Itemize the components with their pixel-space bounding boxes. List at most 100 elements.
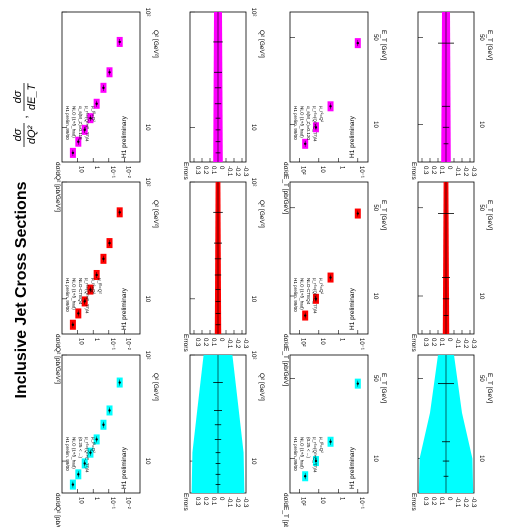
value-tick-label-group: 0.3: [422, 338, 428, 347]
x-axis-label: Q² [GeV²]: [152, 30, 159, 58]
annotation-text: H1 preliminary: [349, 446, 356, 489]
formula-q2-denominator: dQ²: [26, 125, 38, 144]
axis-tick-label: 50: [478, 34, 484, 41]
axis-tick-label: 10: [478, 121, 484, 128]
y-axis-label-group: Errors: [182, 493, 189, 511]
value-tick-label: 10²: [299, 497, 305, 506]
y-axis-label-group: dσ/dE_T [pb/GeV]: [282, 162, 289, 215]
annotation-text: H1 preliminary: [121, 446, 128, 489]
annotation-text: H1 preliminary: [349, 115, 356, 158]
panel-err-et-red: 0.3 0.2 0.1 0 -0.1 -0.2 -0.3 10 50 E_T [GeV] Error…: [410, 181, 493, 352]
axis-tick-label-group: 10²: [250, 178, 256, 187]
panel-err-q2-cyan: 0.3 0.2 0.1 0 -0.1 -0.2 -0.3 10 10² Q² [GeV²] Erro…: [182, 351, 265, 512]
legend-group: H1 prelim. 99/00 NLO (1+δ_had) (0.25 < ...…: [293, 437, 324, 473]
value-tick-label: 0: [218, 497, 224, 501]
axis-tick-label: 50: [372, 204, 378, 211]
legend-entry: μ_r²=Q²: [91, 278, 96, 295]
value-tick-label-group: 1: [93, 338, 99, 342]
legend-entry: μ_f²=Q²: [319, 437, 324, 453]
legend-entry: H1 prelim. 99/00: [65, 106, 70, 140]
y-axis-label-group: Errors: [182, 162, 189, 180]
panel-cs-q2-cyan: 10⁻² 10⁻¹ 1 10 10 10² Q² [GeV²] dσ/dQ² [pb/GeV²…: [54, 351, 159, 527]
value-tick-label-group: 10²: [299, 338, 305, 347]
value-tick-label-group: 0.1: [210, 166, 216, 175]
legend-entry: μ_r²=(Q²+E_T²)/4: [313, 437, 318, 473]
value-tick-label-group: 10⁻²: [124, 166, 130, 178]
value-tick-label-group: 0.1: [210, 497, 216, 506]
axis-tick-label: 10²: [144, 8, 150, 17]
x-axis-label-group: E_T [GeV]: [486, 373, 493, 403]
legend-entry: α_s(M_Z)=0.118: [78, 106, 83, 140]
value-tick-label-group: -0.1: [454, 338, 460, 349]
value-tick-label: 0.3: [194, 338, 200, 347]
value-tick-label: 1: [338, 497, 344, 501]
axis-tick-label-group: 10: [372, 293, 378, 300]
formula-separator: ,: [18, 115, 30, 118]
axis-tick-label-group: 50: [372, 204, 378, 211]
value-tick-label-group: 10⁻¹: [109, 497, 115, 509]
axis-tick-label-group: 10: [250, 295, 256, 302]
legend-entry: μ_f²=Q²: [91, 437, 96, 453]
y-axis-label: Errors: [182, 493, 189, 511]
x-axis-label-group: E_T [GeV]: [380, 30, 387, 60]
value-tick-label: -0.1: [226, 338, 232, 349]
axis-tick-label-group: 50: [478, 375, 484, 382]
axis-tick-label-group: 50: [478, 34, 484, 41]
axis-tick-label: 10: [372, 293, 378, 300]
value-tick-label: 0.1: [210, 166, 216, 175]
axis-tick-label-group: 10: [372, 455, 378, 462]
y-axis-label: Errors: [410, 493, 417, 511]
legend-entry: H1 prelim. 99/00: [293, 106, 298, 140]
value-tick-label-group: 0.2: [202, 338, 208, 347]
value-tick-label: 10: [319, 166, 325, 173]
panel-err-q2-magenta: 0.3 0.2 0.1 0 -0.1 -0.2 -0.3 10 10² Q² [GeV²] Erro…: [182, 8, 265, 181]
value-tick-label: 0.1: [210, 338, 216, 347]
x-axis-label-group: Q² [GeV²]: [152, 30, 159, 58]
value-tick-label: 10⁻²: [124, 497, 130, 509]
x-axis-label: Q² [GeV²]: [152, 200, 159, 228]
value-tick-label: -0.3: [470, 497, 476, 508]
value-tick-label-group: 0.3: [422, 497, 428, 506]
legend-entry: μ_r²=(Q²+E_T²)/4: [313, 278, 318, 314]
axis-tick-label-group: 10²: [144, 178, 150, 187]
axis-tick-label-group: 10²: [250, 351, 256, 360]
value-tick-label-group: -0.2: [234, 338, 240, 349]
legend-entry: μ_f²=Q²: [98, 278, 103, 294]
axis-tick-label-group: 10: [478, 121, 484, 128]
y-axis-label-group: dσ/dQ² [pb/GeV²]: [54, 493, 61, 527]
value-tick-label-group: 0.2: [202, 166, 208, 175]
x-axis-label: E_T [GeV]: [380, 200, 387, 230]
value-tick-label: 0.1: [438, 166, 444, 175]
value-tick-label: 10⁻²: [124, 166, 130, 178]
y-axis-label: dσ/dQ² [pb/GeV²]: [54, 493, 61, 527]
value-tick-label: 1: [338, 166, 344, 170]
value-tick-label-group: 0.3: [194, 497, 200, 506]
panel-cs-et-cyan: 10⁻¹ 1 10 10² 10 50 E_T [GeV] dσ/dE_T [pb/GeV] H…: [282, 354, 387, 527]
legend-entry: μ_r²=(Q²+E_T²)/4: [85, 106, 90, 142]
value-tick-label: -0.3: [470, 338, 476, 349]
value-tick-label: 10⁻²: [124, 338, 130, 350]
panel-frame: [289, 11, 369, 163]
x-axis-label-group: Q² [GeV²]: [258, 200, 265, 228]
annotation-group: H1 preliminary: [121, 446, 128, 489]
axis-tick-label: 10²: [250, 178, 256, 187]
panel-err-et-magenta: 0.3 0.2 0.1 0 -0.1 -0.2 -0.3 10 50 E_T [GeV] Error…: [410, 11, 493, 180]
value-tick-label-group: 10: [319, 338, 325, 345]
legend-entry: (0.25 < ...): [306, 437, 311, 459]
axis-tick-label: 10: [372, 455, 378, 462]
axis-tick-label: 50: [372, 34, 378, 41]
value-tick-label: 0.2: [202, 166, 208, 175]
value-tick-label: 10²: [299, 166, 305, 175]
y-axis-label: Errors: [410, 334, 417, 352]
annotation-group: H1 preliminary: [121, 115, 128, 158]
axis-tick-label: 10: [144, 458, 150, 465]
value-tick-label: 0: [446, 338, 452, 342]
value-tick-label-group: 10²: [299, 166, 305, 175]
axis-tick-label: 10: [250, 295, 256, 302]
value-tick-label: 0: [218, 166, 224, 170]
annotation-group: H1 preliminary: [349, 446, 356, 489]
axis-tick-label: 10: [372, 121, 378, 128]
value-tick-label-group: 10: [319, 166, 325, 173]
